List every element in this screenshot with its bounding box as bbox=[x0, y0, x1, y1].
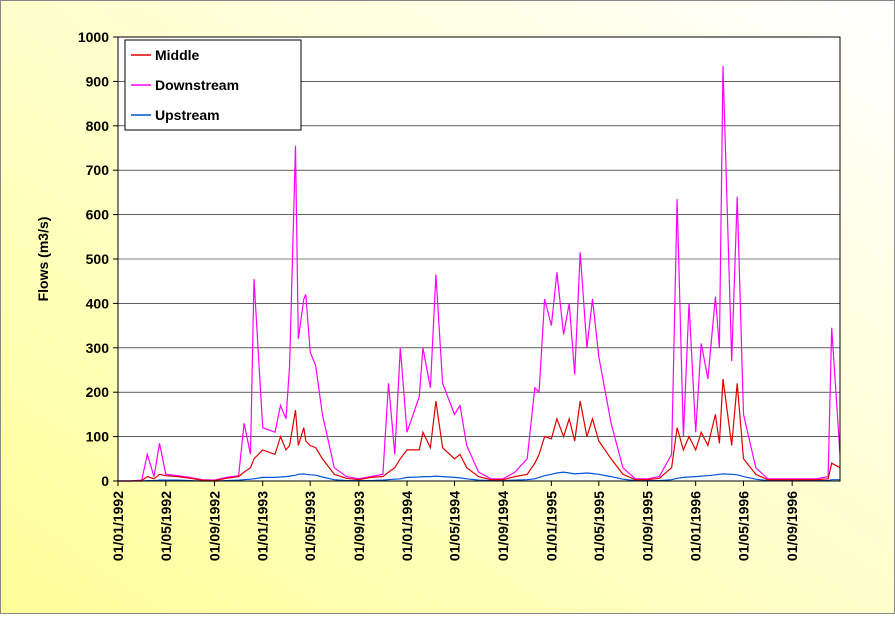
series-line bbox=[118, 471, 840, 482]
y-tick-label: 100 bbox=[86, 429, 110, 445]
x-tick-label: 01/05/1994 bbox=[446, 491, 462, 561]
y-tick-label: 500 bbox=[86, 251, 110, 267]
x-tick-label: 01/09/1996 bbox=[784, 491, 800, 561]
x-tick-label: 01/09/1995 bbox=[639, 491, 655, 561]
y-tick-label: 600 bbox=[86, 207, 110, 223]
x-tick-label: 01/09/1993 bbox=[351, 491, 367, 561]
legend-label: Middle bbox=[155, 47, 200, 63]
legend-label: Upstream bbox=[155, 107, 220, 123]
y-tick-label: 0 bbox=[101, 473, 109, 489]
y-tick-label: 900 bbox=[86, 73, 110, 89]
x-tick-label: 01/01/1993 bbox=[255, 491, 271, 561]
legend-box bbox=[124, 39, 302, 131]
x-tick-label: 01/01/1996 bbox=[688, 491, 704, 561]
x-tick-label: 01/05/1996 bbox=[736, 491, 752, 561]
x-tick-label: 01/01/1995 bbox=[543, 491, 559, 561]
y-tick-label: 400 bbox=[86, 295, 110, 311]
y-tick-label: 700 bbox=[86, 162, 110, 178]
y-tick-label: 800 bbox=[86, 118, 110, 134]
x-tick-label: 01/01/1994 bbox=[399, 491, 415, 561]
y-tick-label: 1000 bbox=[78, 29, 109, 45]
x-tick-label: 01/09/1994 bbox=[495, 491, 511, 561]
y-axis-label: Flows (m3/s) bbox=[35, 217, 51, 302]
x-tick-label: 01/01/1992 bbox=[110, 491, 126, 561]
series-line bbox=[118, 378, 841, 482]
x-tick-label: 01/05/1995 bbox=[591, 491, 607, 561]
series-line bbox=[118, 65, 841, 482]
plot-border bbox=[117, 36, 841, 482]
y-tick-label: 300 bbox=[86, 340, 110, 356]
x-tick-label: 01/05/1992 bbox=[158, 491, 174, 561]
y-tick-label: 200 bbox=[86, 384, 110, 400]
x-tick-label: 01/09/1992 bbox=[206, 491, 222, 561]
legend-label: Downstream bbox=[155, 77, 239, 93]
x-tick-label: 01/05/1993 bbox=[302, 491, 318, 561]
